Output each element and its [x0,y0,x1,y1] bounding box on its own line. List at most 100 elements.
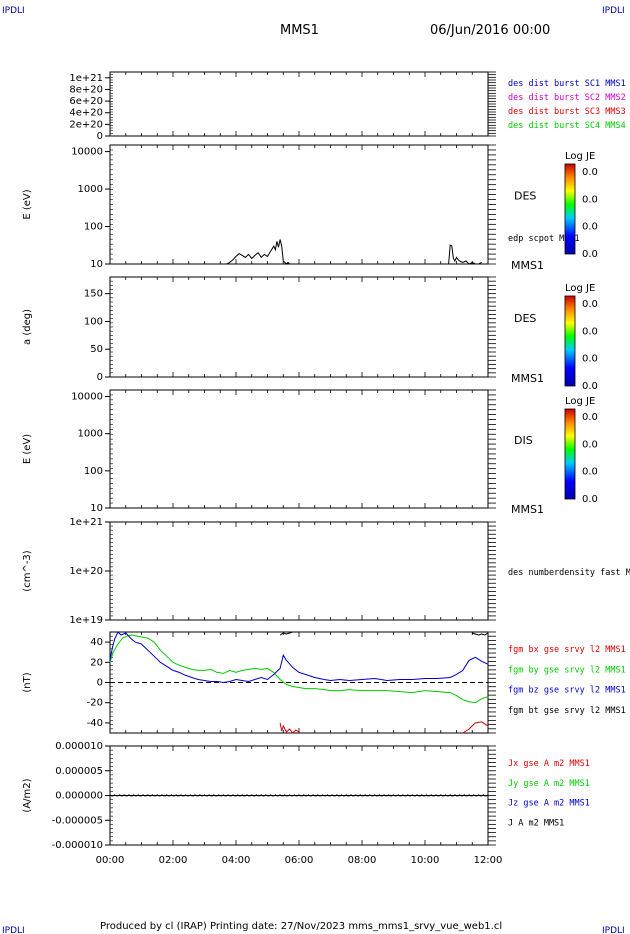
y-axis-label: E (eV) [22,189,33,219]
x-tick-label: 10:00 [411,855,440,866]
corner-label-top-right: IPDLI [602,6,625,16]
colorbar-tick-label: 0.0 [582,494,598,505]
instrument-label: DES [514,190,536,203]
corner-label-bottom-left: IPDLI [2,926,25,934]
y-tick-label: 6e+20 [69,96,103,107]
y-tick-label: 50 [90,344,103,355]
legend-entry: fgm by gse srvy l2 MMS1 [508,665,626,675]
y-tick-label: 4e+20 [69,108,103,119]
series-line-fgm-5 [462,721,489,734]
legend-entry: des dist burst SC2 MMS2 [508,93,626,103]
instrument-label: DES [514,312,536,325]
spacecraft-sublabel: MMS1 [511,503,544,516]
y-tick-label: 1000 [78,429,103,440]
legend-entry: fgm bx gse srvy l2 MMS1 [508,645,626,655]
y-tick-label: -20 [87,698,103,709]
series-line-des_energy-0 [226,239,290,265]
y-tick-label: 100 [84,222,103,233]
y-tick-label: 10 [90,259,103,270]
colorbar-tick-label: 0.0 [582,249,598,260]
y-tick-label: 1e+20 [69,566,103,577]
y-tick-label: -40 [87,718,103,729]
series-line-fgm-0 [109,634,489,704]
legend-entry: des dist burst SC4 MMS4 [508,121,626,131]
y-tick-label: -0.000005 [52,815,103,826]
y-axis-label: E (eV) [22,434,33,464]
y-tick-label: 0 [97,372,103,383]
x-tick-label: 04:00 [222,855,251,866]
panel-frame-burst [109,71,489,137]
corner-label-bottom-right: IPDLI [602,926,625,934]
panel-frame-dis_energy [109,389,489,509]
colorbar-tick-label: 0.0 [582,167,598,178]
y-tick-label: 1e+21 [69,73,103,84]
x-tick-label: 12:00 [474,855,503,866]
y-tick-label: 0.000010 [55,741,103,752]
legend-entry: des numberdensity fast MMS1 [508,568,630,578]
colorbar-tick-label: 0.0 [582,354,598,365]
y-tick-label: 10 [90,503,103,514]
colorbar-tick-label: 0.0 [582,299,598,310]
overlay-label: edp scpot MMS1 [508,234,580,244]
y-tick-label: 1e+21 [69,517,103,528]
y-tick-label: 0 [97,131,103,142]
series-line-fgm-1 [109,631,489,684]
y-axis-label: (nT) [22,672,33,692]
colorbar-tick-label: 0.0 [582,222,598,233]
y-tick-label: 1e+19 [69,615,103,626]
colorbar-tick-label: 0.0 [582,326,598,337]
series-line-fgm-3 [472,632,489,636]
legend-entry: Jx gse A m2 MMS1 [508,759,590,769]
y-tick-label: 100 [84,466,103,477]
y-tick-label: 40 [90,637,103,648]
current-series-line [109,794,489,797]
series-line-fgm-2 [279,631,293,636]
colorbar-title: Log JE [565,396,595,407]
legend-entry: J A m2 MMS1 [508,818,564,828]
y-tick-label: 1000 [78,184,103,195]
legend-entry: des dist burst SC1 MMS1 [508,79,626,89]
y-axis-label: a (deg) [22,309,33,345]
corner-label-top-left: IPDLI [2,6,25,16]
panel-frame-density [109,521,489,621]
footer-text: Produced by cl (IRAP) Printing date: 27/… [100,921,502,932]
y-tick-label: 150 [84,289,103,300]
spacecraft-sublabel: MMS1 [511,372,544,385]
spacecraft-sublabel: MMS1 [511,259,544,272]
x-tick-label: 02:00 [159,855,188,866]
panel-frame-des_energy [109,144,489,265]
x-tick-label: 00:00 [96,855,125,866]
panel-frame-des_pitch [109,276,489,378]
colorbar-tick-label: 0.0 [582,412,598,423]
y-tick-label: -0.000010 [52,840,103,851]
x-tick-label: 06:00 [285,855,314,866]
y-tick-label: 10000 [71,147,103,158]
series-line-fgm-4 [279,722,300,734]
legend-entry: fgm bz gse srvy l2 MMS1 [508,686,626,696]
y-tick-label: 0 [97,678,103,689]
colorbar [564,295,576,387]
y-tick-label: 0.000000 [55,791,103,802]
x-tick-label: 08:00 [348,855,377,866]
colorbar [564,163,576,255]
y-tick-label: 8e+20 [69,84,103,95]
colorbar [564,408,576,500]
colorbar-tick-label: 0.0 [582,194,598,205]
date-title: 06/Jun/2016 00:00 [430,23,550,38]
legend-entry: des dist burst SC3 MMS3 [508,107,626,117]
legend-entry: fgm bt gse srvy l2 MMS1 [508,706,626,716]
y-tick-label: 2e+20 [69,119,103,130]
colorbar-tick-label: 0.0 [582,381,598,392]
spacecraft-title: MMS1 [280,23,319,38]
colorbar-tick-label: 0.0 [582,467,598,478]
y-axis-label: (A/m2) [22,778,33,812]
instrument-label: DIS [514,434,533,447]
legend-entry: Jy gse A m2 MMS1 [508,779,590,789]
y-tick-label: 0.000005 [55,766,103,777]
y-axis-label: (cm^-3) [22,550,33,591]
colorbar-title: Log JE [565,283,595,294]
y-tick-label: 10000 [71,392,103,403]
colorbar-tick-label: 0.0 [582,439,598,450]
colorbar-title: Log JE [565,151,595,162]
series-line-des_energy-1 [448,244,482,265]
